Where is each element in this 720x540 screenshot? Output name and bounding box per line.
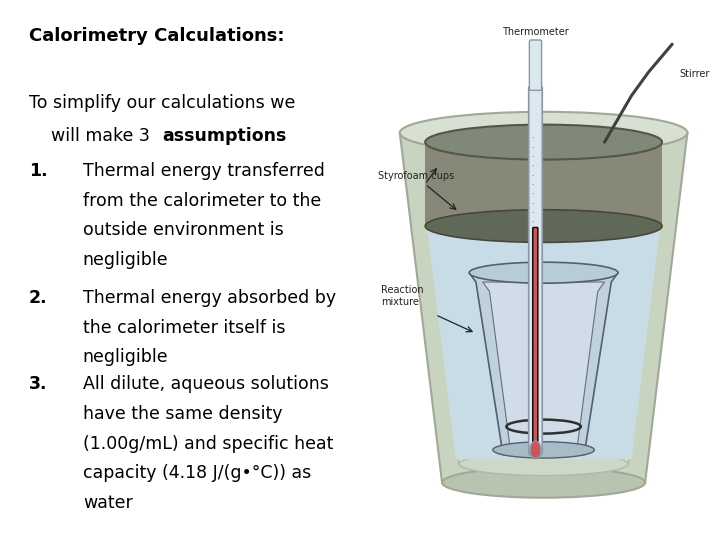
Ellipse shape [530, 441, 541, 459]
Text: water: water [83, 494, 132, 512]
Text: Thermometer: Thermometer [502, 27, 569, 37]
Text: negligible: negligible [83, 251, 168, 269]
Ellipse shape [400, 112, 688, 154]
Ellipse shape [469, 262, 618, 283]
Text: Reaction
mixture: Reaction mixture [381, 285, 424, 307]
Polygon shape [400, 133, 688, 483]
Text: 3.: 3. [29, 375, 48, 393]
FancyBboxPatch shape [533, 227, 538, 453]
Ellipse shape [427, 212, 660, 240]
Text: have the same density: have the same density [83, 405, 282, 423]
Text: outside environment is: outside environment is [83, 221, 284, 239]
Polygon shape [469, 273, 618, 455]
Ellipse shape [442, 468, 645, 498]
Polygon shape [482, 282, 605, 446]
Text: from the calorimeter to the: from the calorimeter to the [83, 192, 321, 210]
Text: 2.: 2. [29, 289, 48, 307]
Ellipse shape [425, 210, 662, 242]
Text: Thermal energy transferred: Thermal energy transferred [83, 162, 325, 180]
Text: Styrofoam cups: Styrofoam cups [378, 171, 454, 181]
Text: negligible: negligible [83, 348, 168, 366]
Ellipse shape [493, 442, 595, 458]
Text: the calorimeter itself is: the calorimeter itself is [83, 319, 285, 336]
Polygon shape [427, 226, 660, 459]
Text: will make 3: will make 3 [29, 127, 156, 145]
Text: Calorimetry Calculations:: Calorimetry Calculations: [29, 27, 284, 45]
Text: capacity (4.18 J/(g•°C)) as: capacity (4.18 J/(g•°C)) as [83, 464, 311, 482]
Text: assumptions: assumptions [162, 127, 287, 145]
Text: 1.: 1. [29, 162, 48, 180]
Text: (1.00g/mL) and specific heat: (1.00g/mL) and specific heat [83, 435, 333, 453]
Text: All dilute, aqueous solutions: All dilute, aqueous solutions [83, 375, 328, 393]
Text: Stirrer: Stirrer [679, 69, 709, 79]
Polygon shape [425, 142, 662, 464]
Text: Thermal energy absorbed by: Thermal energy absorbed by [83, 289, 336, 307]
FancyBboxPatch shape [528, 86, 542, 455]
Ellipse shape [425, 125, 662, 160]
FancyBboxPatch shape [529, 40, 541, 90]
Text: To simplify our calculations we: To simplify our calculations we [29, 94, 295, 112]
Polygon shape [425, 142, 662, 226]
Ellipse shape [459, 453, 628, 476]
